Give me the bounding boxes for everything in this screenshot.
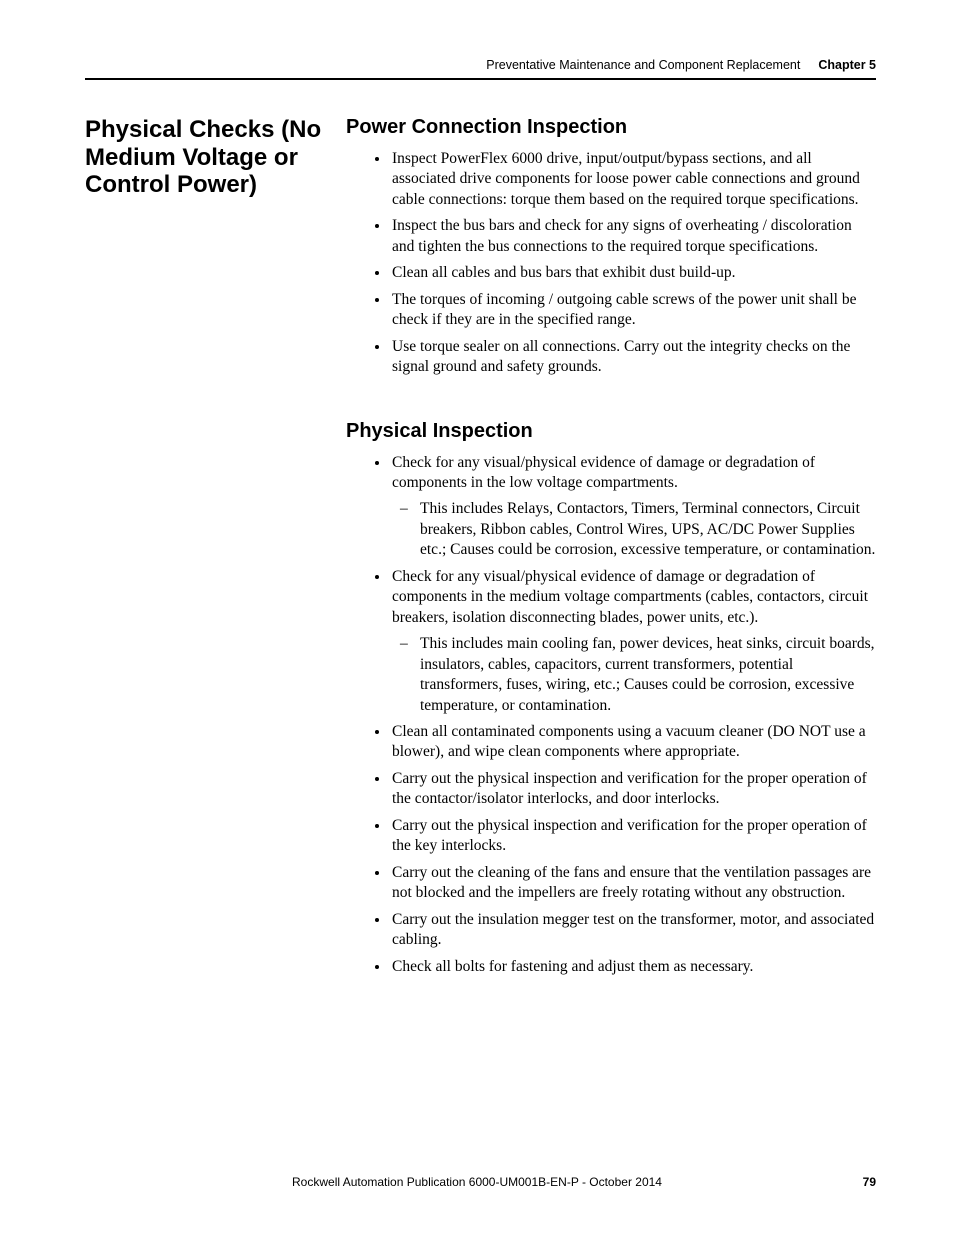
section1-heading: Power Connection Inspection [346, 116, 876, 139]
header-chapter: Chapter 5 [818, 58, 876, 72]
running-header: Preventative Maintenance and Component R… [85, 58, 876, 80]
list-item: Carry out the physical inspection and ve… [390, 816, 876, 857]
section2-list: Check for any visual/physical evidence o… [346, 453, 876, 977]
list-item-text: Check for any visual/physical evidence o… [392, 568, 868, 626]
header-title: Preventative Maintenance and Component R… [486, 58, 800, 72]
sub-list-item: This includes main cooling fan, power de… [418, 634, 876, 716]
section2-heading: Physical Inspection [346, 420, 876, 443]
list-item: Carry out the cleaning of the fans and e… [390, 863, 876, 904]
footer: Rockwell Automation Publication 6000-UM0… [78, 1175, 876, 1189]
sub-list: This includes Relays, Contactors, Timers… [392, 499, 876, 560]
list-item: Use torque sealer on all connections. Ca… [390, 337, 876, 378]
section1-list: Inspect PowerFlex 6000 drive, input/outp… [346, 149, 876, 378]
list-item: Check for any visual/physical evidence o… [390, 567, 876, 716]
sub-list-item: This includes Relays, Contactors, Timers… [418, 499, 876, 560]
list-item: Check for any visual/physical evidence o… [390, 453, 876, 561]
list-item: The torques of incoming / outgoing cable… [390, 290, 876, 331]
list-item: Check all bolts for fastening and adjust… [390, 957, 876, 977]
list-item: Inspect PowerFlex 6000 drive, input/outp… [390, 149, 876, 210]
page: Preventative Maintenance and Component R… [0, 0, 954, 1235]
footer-publication: Rockwell Automation Publication 6000-UM0… [118, 1175, 836, 1189]
list-item-text: Check for any visual/physical evidence o… [392, 454, 815, 491]
side-heading: Physical Checks (No Medium Voltage or Co… [85, 116, 330, 199]
list-item: Clean all cables and bus bars that exhib… [390, 263, 876, 283]
footer-page-number: 79 [836, 1175, 876, 1189]
list-item: Inspect the bus bars and check for any s… [390, 216, 876, 257]
content-row: Physical Checks (No Medium Voltage or Co… [85, 116, 876, 983]
left-column: Physical Checks (No Medium Voltage or Co… [85, 116, 346, 199]
right-column: Power Connection Inspection Inspect Powe… [346, 116, 876, 983]
list-item: Carry out the physical inspection and ve… [390, 769, 876, 810]
sub-list: This includes main cooling fan, power de… [392, 634, 876, 716]
list-item: Clean all contaminated components using … [390, 722, 876, 763]
list-item: Carry out the insulation megger test on … [390, 910, 876, 951]
